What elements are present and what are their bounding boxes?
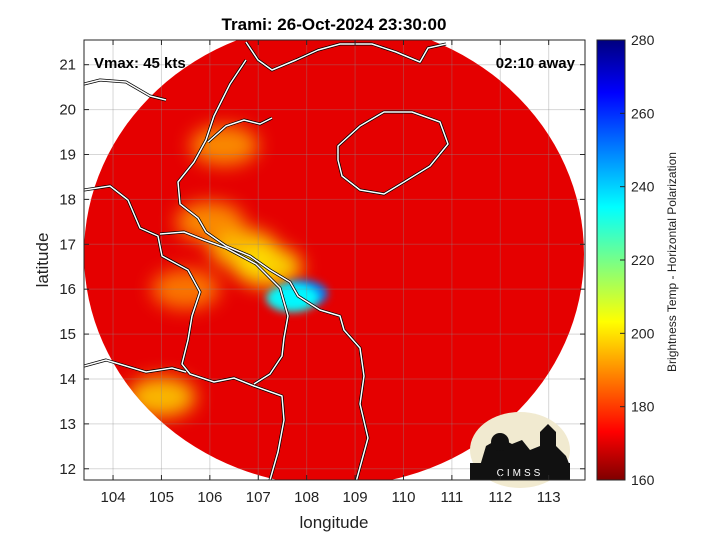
x-tick-label-4: 108	[294, 489, 319, 506]
y-tick-label-9: 21	[59, 57, 76, 74]
colorbar-tick-label-6: 280	[631, 32, 655, 48]
colorbar-ticks: 160 180 200 220 240 260 280	[620, 32, 655, 488]
axis-ticks: 104 105 106 107 108 109 110 111 112 113 12 13 14 15 16…	[59, 40, 585, 506]
swath	[84, 40, 584, 480]
x-tick-label-1: 105	[149, 489, 174, 506]
colorbar-label: Brightness Temp - Horizontal Polarizatio…	[665, 152, 679, 372]
colorbar-tick-label-4: 240	[631, 179, 655, 195]
y-tick-label-4: 16	[59, 281, 76, 298]
colorbar-tick-label-3: 220	[631, 252, 655, 268]
vmax-label: Vmax: 45 kts	[94, 55, 186, 72]
x-tick-label-5: 109	[343, 489, 368, 506]
chart-title: Trami: 26-Oct-2024 23:30:00	[222, 15, 447, 34]
cimss-logo: CIMSS	[470, 412, 570, 488]
feature-7	[190, 125, 259, 166]
colorbar-tick-label-5: 260	[631, 105, 655, 121]
colorbar-tick-label-2: 200	[631, 325, 655, 341]
brightness-cores	[266, 279, 328, 313]
x-tick-label-7: 111	[440, 489, 463, 506]
colorbar-tick-label-0: 160	[631, 472, 655, 488]
feature-5	[151, 269, 220, 310]
y-tick-label-2: 14	[59, 371, 76, 388]
x-tick-label-2: 106	[197, 489, 222, 506]
y-axis-label: latitude	[33, 233, 52, 288]
x-tick-label-3: 107	[246, 489, 271, 506]
feature-1	[266, 284, 319, 313]
x-tick-label-0: 104	[101, 489, 126, 506]
y-tick-label-8: 20	[59, 102, 76, 119]
y-tick-label-6: 18	[59, 191, 76, 208]
y-tick-label-7: 19	[59, 146, 76, 163]
logo-silhouette	[480, 424, 570, 466]
logo-text: CIMSS	[497, 468, 544, 479]
logo-bar	[470, 463, 570, 480]
feature-4	[175, 201, 244, 242]
x-axis-label: longitude	[299, 513, 368, 532]
logo-dish	[491, 433, 509, 451]
axes-frame	[83, 39, 586, 481]
x-tick-label-9: 113	[537, 489, 561, 506]
y-tick-label-5: 17	[59, 236, 76, 253]
x-tick-label-8: 112	[488, 489, 512, 506]
coastlines	[84, 41, 450, 480]
y-tick-label-1: 13	[59, 416, 76, 433]
time-away-label: 02:10 away	[496, 55, 576, 72]
y-tick-label-0: 12	[59, 461, 76, 478]
colorbar-tick-label-1: 180	[631, 399, 655, 415]
x-tick-label-6: 110	[392, 489, 416, 506]
y-tick-label-3: 15	[59, 326, 76, 343]
